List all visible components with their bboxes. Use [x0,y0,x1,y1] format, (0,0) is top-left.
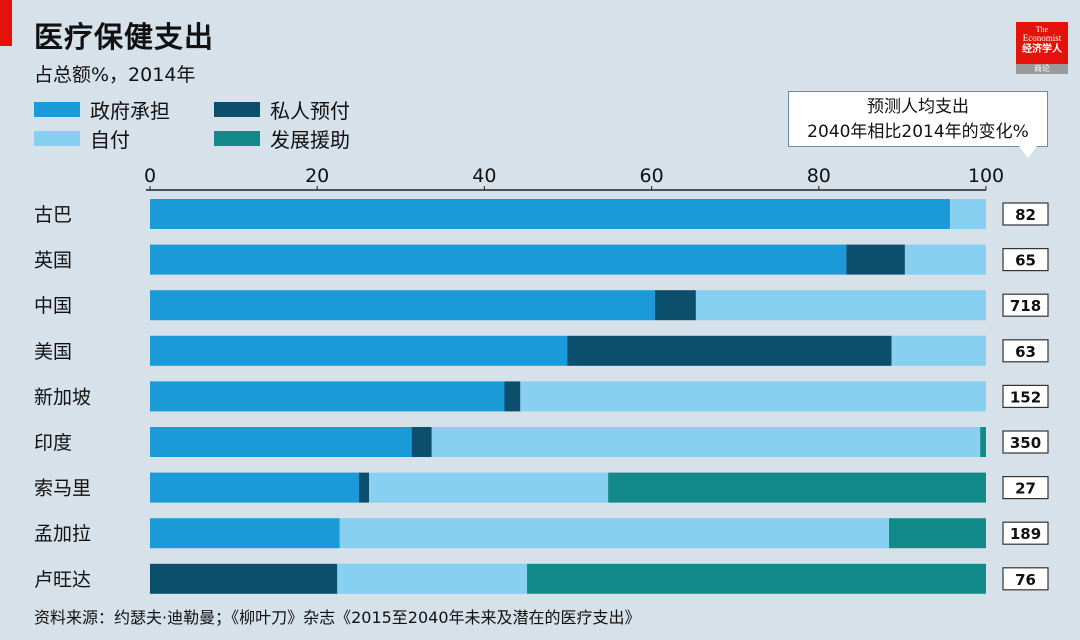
projection-value-box [1002,430,1049,454]
x-tick-label: 0 [144,165,156,187]
legend-item-development-aid: 发展援助 [214,125,350,152]
economist-logo: The Economist 经济学人 商论 [1016,22,1068,74]
bar-segment-out-of-pocket [369,472,609,503]
bar-segment-out-of-pocket [431,427,981,457]
legend-swatch-out-of-pocket [34,130,80,146]
brand-red-tab [0,0,12,46]
x-tick-label: 20 [305,165,329,187]
chart-title: 医疗保健支出 [34,20,215,54]
category-label: 新加坡 [34,386,91,408]
x-tick-label: 80 [807,165,831,187]
projection-value: 189 [1010,525,1041,543]
projection-value-box [1002,384,1049,408]
projection-value-box [1002,293,1049,317]
projection-value-box [1002,202,1049,226]
bar-segment-out-of-pocket [695,290,986,321]
bar-segment-out-of-pocket [339,518,890,549]
callout-pointer [1019,146,1037,158]
projection-value: 718 [1010,297,1041,315]
bar-segment-government [150,244,847,275]
bar-segment-out-of-pocket [891,335,986,366]
legend-item-private: 私人预付 [214,96,350,123]
bar-segment-government [150,472,359,503]
category-label: 美国 [34,341,72,363]
callout-line-2: 2040年相比2014年的变化% [807,122,1029,142]
bar-segment-private [567,335,892,366]
bar-segment-out-of-pocket [950,199,986,229]
x-tick-label: 100 [968,165,1004,187]
bar-segment-government [150,427,412,457]
x-tick-label: 60 [640,165,664,187]
bar-segment-private [359,472,370,503]
legend-item-government: 政府承担 [34,96,170,123]
projection-value: 350 [1010,434,1041,452]
category-label: 印度 [34,432,72,454]
projection-value-box [1002,476,1049,500]
bar-segment-government [150,199,951,229]
callout-line-1: 预测人均支出 [867,97,969,117]
logo-line-2: Economist [1022,33,1062,43]
source-note: 资料来源：约瑟夫·迪勒曼；《柳叶刀》杂志《2015至2040年未来及潜在的医疗支… [34,608,641,627]
x-tick-label: 40 [472,165,496,187]
bar-segment-private [846,244,905,275]
projection-value-box [1002,521,1049,545]
projection-value-box [1002,339,1049,363]
logo-line-3: 经济学人 [1022,44,1062,55]
projection-value: 76 [1015,571,1036,589]
bar-segment-development-aid [889,518,986,549]
bar-segment-private [504,381,521,412]
bar-segment-development-aid [980,427,986,457]
category-label: 中国 [34,295,72,317]
legend-item-out-of-pocket: 自付 [34,125,130,152]
category-label: 古巴 [34,204,72,226]
bar-segment-out-of-pocket [337,563,528,594]
projection-value-box [1002,248,1049,272]
logo-line-4: 商论 [1016,64,1068,74]
bar-segment-out-of-pocket [520,381,986,412]
legend-label-development-aid: 发展援助 [270,127,350,152]
bar-segment-private [150,563,338,594]
logo-line-1: The [1035,25,1049,34]
chart-subtitle: 占总额%，2014年 [34,64,196,86]
bar-segment-out-of-pocket [904,244,986,275]
projection-value: 63 [1015,343,1036,361]
legend-swatch-development-aid [214,130,260,146]
bar-segment-development-aid [527,563,986,594]
bar-segment-government [150,335,568,366]
legend-label-private: 私人预付 [270,98,350,123]
bar-segment-private [411,427,432,457]
category-label: 索马里 [34,478,91,500]
legend-label-government: 政府承担 [90,98,170,123]
legend-swatch-government [34,101,80,117]
projection-value: 65 [1015,252,1036,270]
projection-value: 152 [1010,388,1041,406]
chart-legend: 政府承担 私人预付 自付 发展援助 [34,96,394,156]
category-label: 卢旺达 [34,569,91,591]
projection-value: 27 [1015,480,1036,498]
bar-segment-development-aid [608,472,986,503]
projection-value-box [1002,567,1049,591]
bar-segment-government [150,381,505,412]
bar-segment-government [150,518,340,549]
projection-callout: 预测人均支出 2040年相比2014年的变化% [788,91,1048,147]
category-label: 英国 [34,250,72,272]
legend-swatch-private [214,101,260,117]
bar-segment-private [654,290,696,321]
projection-value: 82 [1015,206,1036,224]
legend-label-out-of-pocket: 自付 [90,127,130,152]
category-label: 孟加拉 [34,523,91,545]
bar-segment-government [150,290,655,321]
